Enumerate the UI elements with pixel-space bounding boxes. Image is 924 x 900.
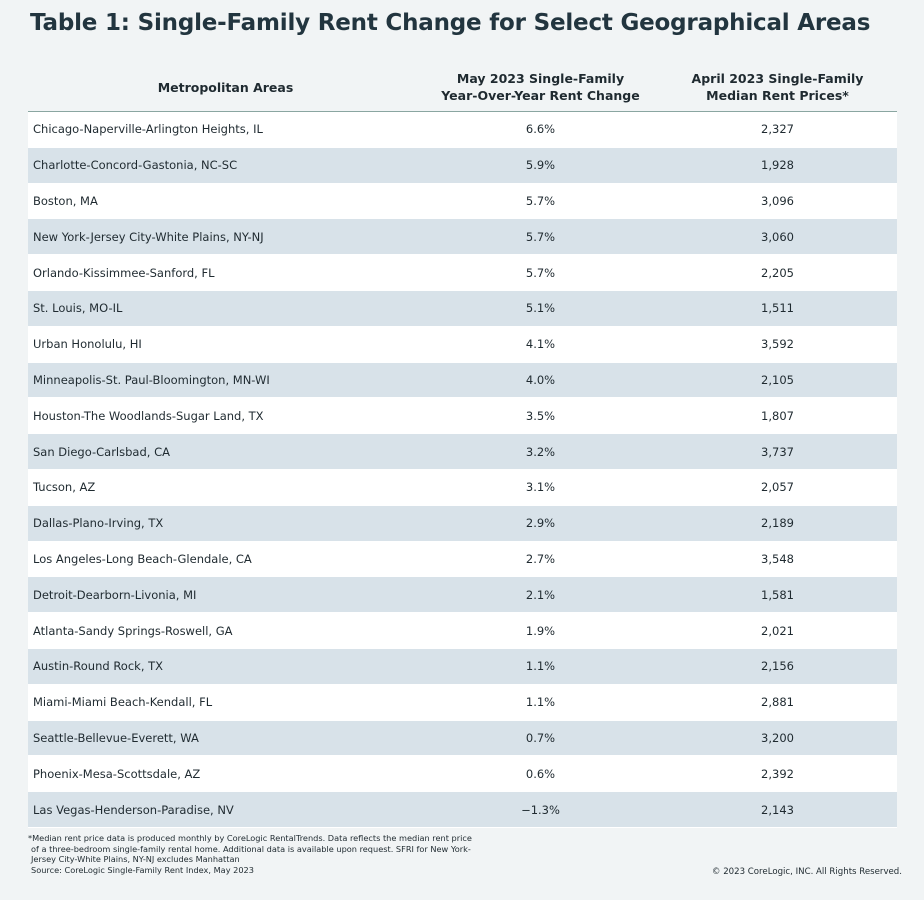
header-median-rent: April 2023 Single-Family Median Rent Pri… [658, 70, 897, 104]
page-title: Table 1: Single-Family Rent Change for S… [30, 10, 871, 36]
table-row: Tucson, AZ 3.1% 2,057 [28, 469, 897, 506]
cell-rent-change: 1.1% [525, 659, 556, 674]
table-row: San Diego-Carlsbad, CA 3.2% 3,737 [28, 434, 897, 470]
cell-rent-change: 0.7% [525, 730, 556, 745]
header-metropolitan-areas: Metropolitan Areas [157, 79, 294, 95]
table-row: Dallas-Plano-Irving, TX 2.9% 2,189 [28, 505, 897, 542]
cell-metropolitan-area: Houston-The Woodlands-Sugar Land, TX [33, 408, 264, 423]
table-row: Austin-Round Rock, TX 1.1% 2,156 [28, 648, 897, 685]
table-row: Urban Honolulu, HI 4.1% 3,592 [28, 326, 897, 363]
cell-metropolitan-area: Detroit-Dearborn-Livonia, MI [33, 587, 197, 602]
cell-metropolitan-area: Orlando-Kissimmee-Sanford, FL [33, 265, 215, 280]
cell-median-rent: 3,592 [761, 337, 794, 352]
cell-metropolitan-area: Chicago-Naperville-Arlington Heights, IL [33, 122, 263, 137]
footnote-line: Jersey City-White Plains, NY-NJ excludes… [31, 854, 240, 864]
cell-metropolitan-area: Phoenix-Mesa-Scottsdale, AZ [33, 766, 201, 781]
cell-rent-change: 5.7% [525, 193, 556, 208]
table-header: Metropolitan Areas May 2023 Single-Famil… [28, 63, 897, 112]
cell-rent-change: 2.9% [525, 516, 556, 531]
table-row: St. Louis, MO-IL 5.1% 1,511 [28, 290, 897, 327]
cell-metropolitan-area: Dallas-Plano-Irving, TX [33, 516, 164, 531]
cell-rent-change: 0.6% [525, 766, 556, 781]
table-row: Orlando-Kissimmee-Sanford, FL 5.7% 2,205 [28, 255, 897, 291]
cell-rent-change: 1.1% [525, 695, 556, 710]
rent-change-table: Metropolitan Areas May 2023 Single-Famil… [28, 63, 897, 828]
header-median-rent-line1: April 2023 Single-Family [691, 71, 864, 86]
cell-rent-change: 5.1% [525, 301, 556, 316]
footnote-line: of a three-bedroom single-family rental … [31, 843, 471, 854]
cell-metropolitan-area: Austin-Round Rock, TX [33, 659, 164, 674]
cell-metropolitan-area: Boston, MA [33, 193, 98, 208]
cell-metropolitan-area: Charlotte-Concord-Gastonia, NC-SC [33, 158, 238, 173]
cell-rent-change: 2.1% [525, 587, 556, 602]
cell-metropolitan-area: Tucson, AZ [33, 480, 96, 495]
cell-rent-change: 4.0% [525, 372, 556, 387]
cell-median-rent: 3,737 [761, 444, 794, 459]
header-rent-change-line1: May 2023 Single-Family [456, 71, 625, 86]
cell-median-rent: 1,807 [761, 408, 794, 423]
cell-rent-change: 5.9% [525, 158, 556, 173]
cell-rent-change: −1.3% [521, 802, 560, 817]
table-row: Chicago-Naperville-Arlington Heights, IL… [28, 112, 897, 148]
table-row: Los Angeles-Long Beach-Glendale, CA 2.7% 3… [28, 541, 897, 578]
table-row: New York-Jersey City-White Plains, NY-NJ… [28, 219, 897, 256]
table-row: Boston, MA 5.7% 3,096 [28, 183, 897, 220]
table-row: Houston-The Woodlands-Sugar Land, TX 3.5%… [28, 398, 897, 435]
cell-median-rent: 2,105 [761, 372, 794, 387]
table-row: Atlanta-Sandy Springs-Roswell, GA 1.9% 2,0… [28, 613, 897, 649]
cell-metropolitan-area: Atlanta-Sandy Springs-Roswell, GA [33, 623, 233, 638]
table-row: Minneapolis-St. Paul-Bloomington, MN-WI 4… [28, 362, 897, 399]
cell-median-rent: 2,205 [761, 265, 794, 280]
cell-median-rent: 3,096 [761, 193, 794, 208]
cell-rent-change: 1.9% [525, 623, 556, 638]
cell-median-rent: 1,928 [761, 158, 794, 173]
table-body: Chicago-Naperville-Arlington Heights, IL… [28, 112, 897, 828]
cell-metropolitan-area: Miami-Miami Beach-Kendall, FL [33, 695, 213, 710]
cell-median-rent: 3,060 [761, 229, 794, 244]
cell-median-rent: 3,200 [761, 730, 794, 745]
cell-median-rent: 1,511 [761, 301, 794, 316]
cell-metropolitan-area: Seattle-Bellevue-Everett, WA [33, 730, 199, 745]
copyright-notice: © 2023 CoreLogic, INC. All Rights Reserv… [711, 867, 902, 877]
footnote-line: *Median rent price data is produced mont… [28, 833, 472, 843]
cell-rent-change: 3.2% [525, 444, 556, 459]
cell-metropolitan-area: Las Vegas-Henderson-Paradise, NV [33, 802, 234, 817]
cell-metropolitan-area: New York-Jersey City-White Plains, NY-NJ [33, 229, 264, 244]
cell-median-rent: 2,021 [761, 623, 794, 638]
table-row: Detroit-Dearborn-Livonia, MI 2.1% 1,581 [28, 577, 897, 614]
table-row: Charlotte-Concord-Gastonia, NC-SC 5.9% 1,9… [28, 147, 897, 184]
table-row: Las Vegas-Henderson-Paradise, NV −1.3% 2,1… [28, 792, 897, 828]
table-row: Seattle-Bellevue-Everett, WA 0.7% 3,200 [28, 720, 897, 757]
footnote: *Median rent price data is produced mont… [28, 833, 568, 875]
cell-median-rent: 2,881 [761, 695, 794, 710]
cell-metropolitan-area: Minneapolis-St. Paul-Bloomington, MN-WI [33, 372, 270, 387]
cell-rent-change: 6.6% [525, 122, 556, 137]
table-row: Miami-Miami Beach-Kendall, FL 1.1% 2,881 [28, 684, 897, 721]
cell-rent-change: 2.7% [525, 551, 556, 566]
cell-median-rent: 1,581 [761, 587, 794, 602]
footnote-source: Source: CoreLogic Single-Family Rent Ind… [31, 864, 254, 875]
cell-median-rent: 2,057 [761, 480, 794, 495]
cell-metropolitan-area: Urban Honolulu, HI [33, 337, 142, 352]
cell-rent-change: 3.1% [525, 480, 556, 495]
cell-metropolitan-area: San Diego-Carlsbad, CA [33, 444, 170, 459]
cell-metropolitan-area: St. Louis, MO-IL [33, 301, 123, 316]
header-rent-change: May 2023 Single-Family Year-Over-Year Re… [423, 70, 658, 104]
cell-metropolitan-area: Los Angeles-Long Beach-Glendale, CA [33, 551, 252, 566]
cell-median-rent: 3,548 [761, 551, 794, 566]
cell-median-rent: 2,156 [761, 659, 794, 674]
cell-rent-change: 5.7% [525, 265, 556, 280]
cell-median-rent: 2,392 [761, 766, 794, 781]
cell-rent-change: 3.5% [525, 408, 556, 423]
cell-median-rent: 2,327 [761, 122, 794, 137]
header-median-rent-line2: Median Rent Prices* [706, 88, 849, 103]
cell-median-rent: 2,189 [761, 516, 794, 531]
cell-rent-change: 4.1% [525, 337, 556, 352]
cell-median-rent: 2,143 [761, 802, 794, 817]
cell-rent-change: 5.7% [525, 229, 556, 244]
table-row: Phoenix-Mesa-Scottsdale, AZ 0.6% 2,392 [28, 756, 897, 793]
header-rent-change-line2: Year-Over-Year Rent Change [441, 88, 640, 103]
